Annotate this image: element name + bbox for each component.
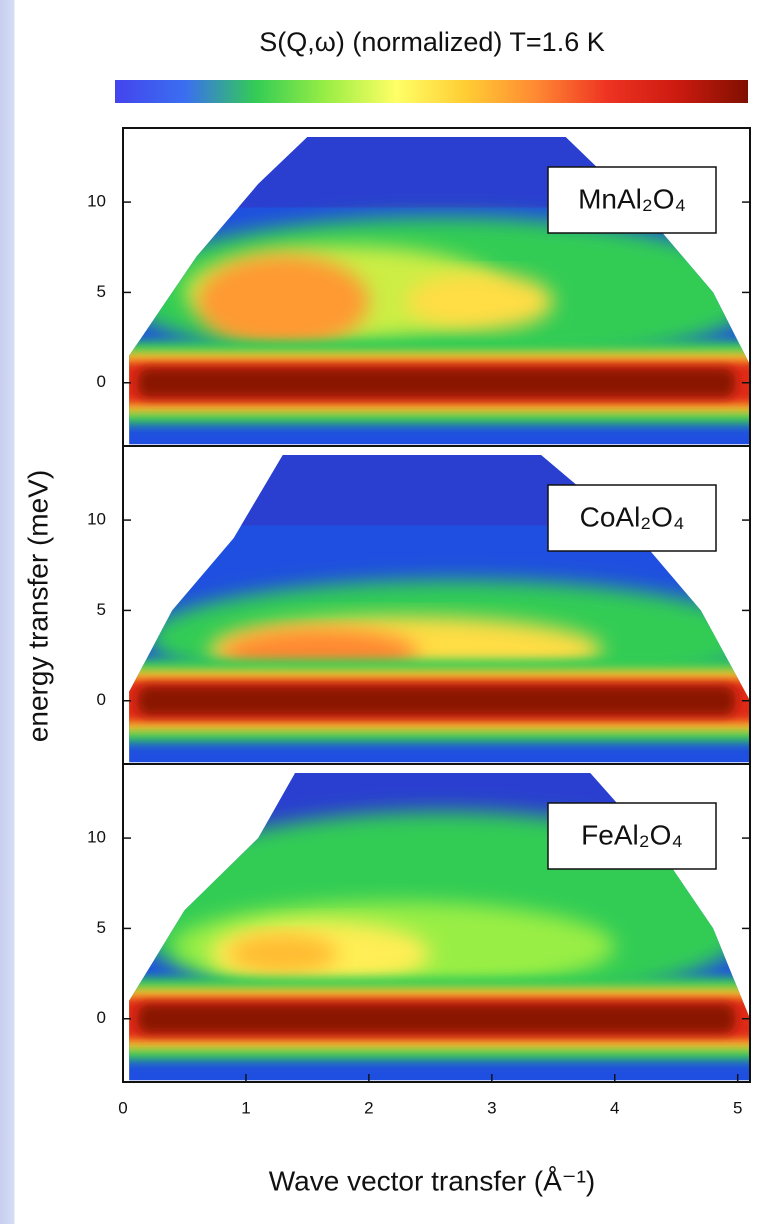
x-tick-label: 2 (364, 1098, 373, 1117)
y-tick-label: 5 (97, 600, 106, 619)
legend-box (547, 802, 717, 870)
map-blob (196, 254, 369, 349)
colorbar (115, 80, 748, 103)
x-tick-label: 3 (487, 1098, 496, 1117)
legend-box (547, 166, 717, 234)
y-axis-label: energy transfer (meV) (22, 470, 53, 742)
map-blob (227, 933, 339, 974)
map-blob (405, 272, 554, 331)
y-tick-label: 0 (97, 1008, 106, 1027)
legend-text: FeAl₂O₄ (581, 819, 683, 850)
y-tick-label: 10 (87, 192, 106, 211)
elastic-core (138, 1004, 735, 1034)
legend-text: MnAl₂O₄ (578, 183, 686, 214)
y-tick-label: 0 (97, 372, 106, 391)
y-tick-label: 0 (97, 690, 106, 709)
x-tick-label: 4 (610, 1098, 619, 1117)
elastic-core (138, 686, 735, 716)
elastic-core (138, 368, 735, 398)
x-axis-label: Wave vector transfer (Å⁻¹) (269, 1165, 595, 1196)
y-tick-label: 5 (97, 918, 106, 937)
x-tick-label: 0 (118, 1098, 127, 1117)
legend-box (547, 484, 717, 552)
y-tick-label: 10 (87, 510, 106, 529)
chart-title: S(Q,ω) (normalized) T=1.6 K (259, 27, 604, 57)
legend-text: CoAl₂O₄ (580, 501, 685, 532)
x-tick-label: 1 (241, 1098, 250, 1117)
y-tick-label: 5 (97, 282, 106, 301)
y-tick-label: 10 (87, 828, 106, 847)
panel-frame (122, 763, 751, 1083)
x-tick-label: 5 (733, 1098, 742, 1117)
